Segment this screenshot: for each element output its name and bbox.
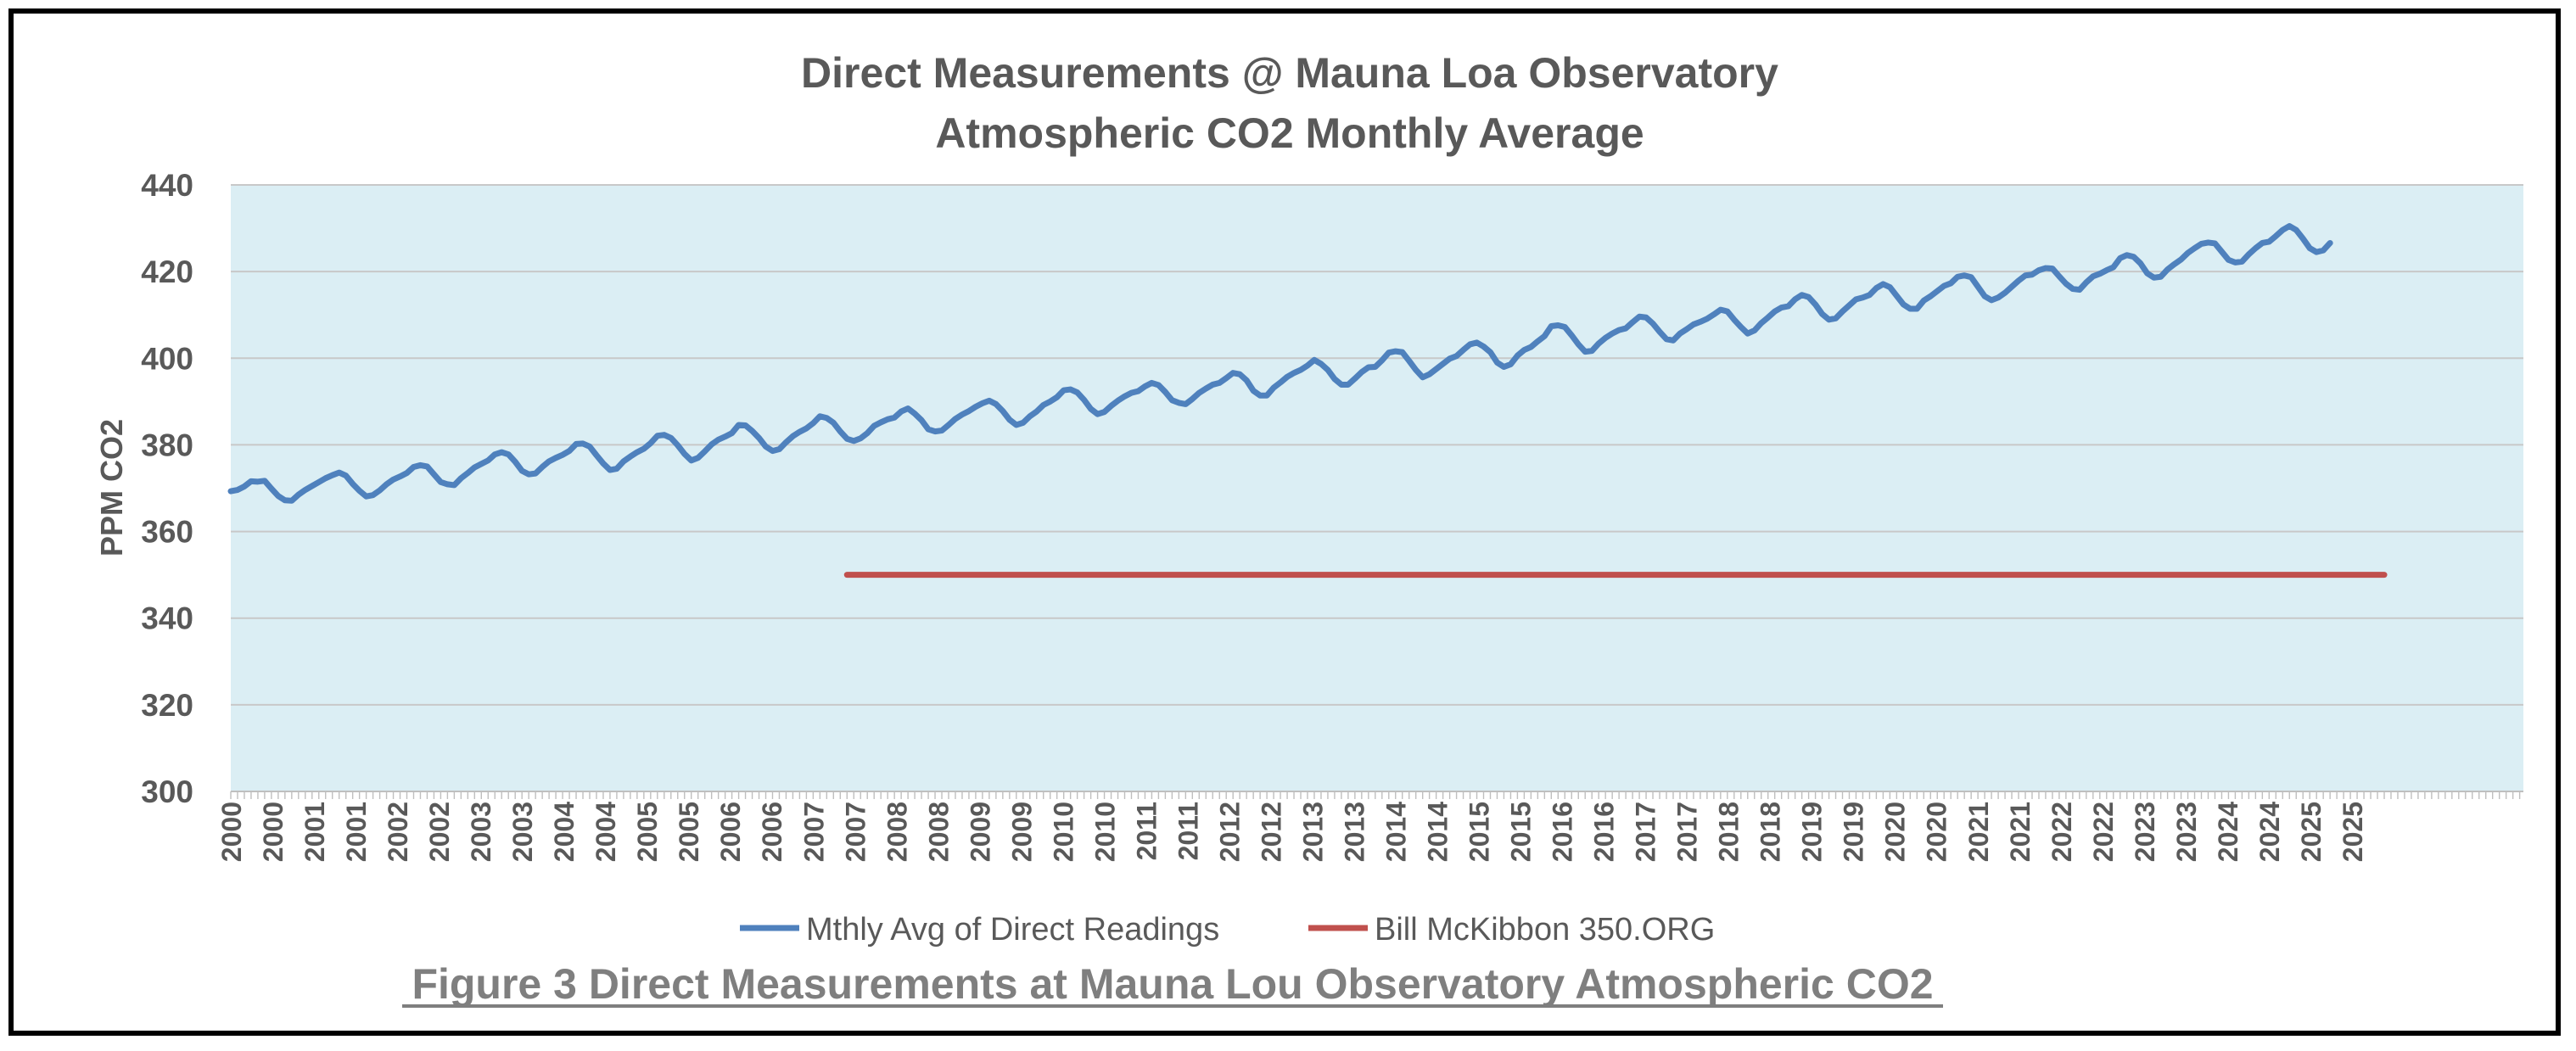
chart-subtitle: Atmospheric CO2 Monthly Average: [935, 109, 1644, 157]
x-tick-label: 2014: [1423, 802, 1453, 862]
gridlines: [231, 184, 2523, 706]
x-tick-label: 2025: [2296, 802, 2327, 862]
x-axis-tick-labels: 2000 2000 2001 2001 2002 2002 2003 2003 2004 2004…: [216, 802, 2368, 862]
y-tick-label: 400: [141, 341, 193, 376]
series-line-direct-readings: [227, 223, 2333, 504]
x-tick-label: 2022: [2088, 802, 2119, 862]
x-tick-label: 2016: [1589, 802, 1620, 862]
y-tick-label: 420: [141, 254, 193, 289]
y-tick-label: 440: [141, 168, 193, 203]
x-tick-label: 2016: [1548, 802, 1578, 862]
y-tick-label: 320: [141, 688, 193, 723]
x-tick-label: 2015: [1506, 802, 1537, 862]
x-tick-label: 2011: [1173, 802, 1203, 860]
x-tick-label: 2003: [507, 802, 538, 862]
plot-area: [231, 185, 2523, 791]
x-tick-label: 2017: [1631, 802, 1661, 862]
x-axis-minor-ticks: [230, 791, 2521, 799]
y-tick-label: 360: [141, 515, 193, 550]
x-tick-label: 2002: [424, 802, 455, 862]
x-tick-label: 2002: [383, 802, 413, 862]
x-tick-label: 2009: [1006, 802, 1037, 862]
x-tick-label: 2020: [1880, 802, 1911, 862]
x-tick-label: 2018: [1714, 802, 1744, 862]
x-tick-label: 2005: [674, 802, 704, 862]
x-tick-label: 2019: [1797, 802, 1828, 862]
x-tick-label: 2023: [2171, 802, 2202, 862]
x-tick-label: 2008: [923, 802, 954, 862]
x-tick-label: 2001: [341, 802, 372, 862]
x-tick-label: 2006: [757, 802, 787, 862]
x-tick-label: 2001: [300, 802, 330, 862]
x-tick-label: 2006: [715, 802, 746, 862]
x-tick-label: 2025: [2338, 802, 2368, 862]
x-tick-label: 2003: [466, 802, 496, 862]
x-tick-label: 2013: [1297, 802, 1328, 862]
x-tick-label: 2021: [2005, 802, 2036, 862]
x-tick-label: 2023: [2130, 802, 2160, 862]
series-layer: [227, 223, 2388, 579]
x-tick-label: 2004: [591, 802, 621, 862]
x-tick-label: 2010: [1089, 802, 1120, 862]
x-tick-label: 2005: [632, 802, 663, 862]
y-tick-label: 300: [141, 774, 193, 809]
x-tick-label: 2012: [1214, 802, 1245, 862]
x-tick-label: 2010: [1048, 802, 1078, 862]
legend-label-350-org: Bill McKibbon 350.ORG: [1375, 912, 1715, 948]
x-tick-label: 2024: [2213, 802, 2243, 862]
x-tick-label: 2000: [216, 802, 247, 862]
x-tick-label: 2011: [1131, 802, 1162, 860]
x-tick-label: 2012: [1256, 802, 1286, 862]
x-tick-label: 2019: [1839, 802, 1869, 862]
x-tick-label: 2000: [258, 802, 288, 862]
y-tick-label: 340: [141, 601, 193, 636]
legend-label-direct-readings: Mthly Avg of Direct Readings: [806, 912, 1219, 948]
x-tick-label: 2007: [798, 802, 829, 862]
x-tick-label: 2022: [2047, 802, 2077, 862]
x-tick-label: 2020: [1922, 802, 1952, 862]
x-tick-label: 2013: [1339, 802, 1369, 862]
x-tick-label: 2021: [1963, 802, 1994, 862]
y-axis-tick-labels: 300 320 340 360 380 400 420 440: [141, 168, 193, 809]
x-tick-label: 2015: [1464, 802, 1495, 862]
x-tick-label: 2017: [1672, 802, 1703, 862]
x-tick-label: 2024: [2254, 802, 2285, 862]
x-tick-label: 2007: [840, 802, 871, 862]
x-tick-label: 2009: [965, 802, 995, 862]
y-tick-label: 380: [141, 428, 193, 462]
x-tick-label: 2018: [1756, 802, 1786, 862]
chart-title: Direct Measurements @ Mauna Loa Observat…: [801, 49, 1778, 97]
x-tick-label: 2014: [1381, 802, 1412, 862]
figure-caption: Figure 3 Direct Measurements at Mauna Lo…: [412, 960, 1933, 1008]
legend: Mthly Avg of Direct Readings Bill McKibb…: [740, 912, 1715, 948]
y-axis-label: PPM CO2: [94, 419, 129, 556]
x-tick-label: 2004: [549, 802, 580, 862]
x-tick-label: 2008: [882, 802, 912, 862]
